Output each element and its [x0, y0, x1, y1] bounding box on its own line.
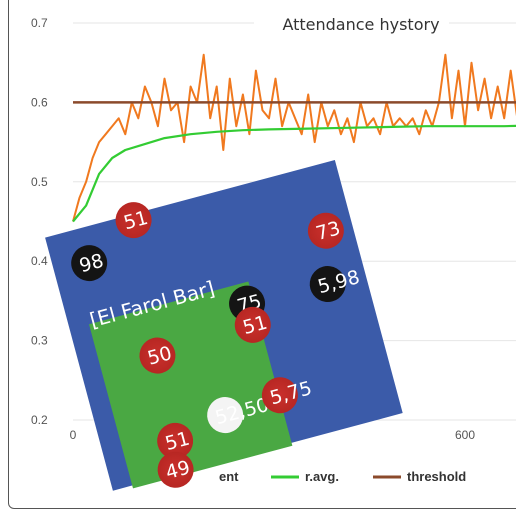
title-background — [254, 9, 449, 37]
agent-label: 5,98 — [315, 266, 363, 299]
agent-label: 50 — [145, 342, 175, 370]
x-tick-label: 600 — [455, 428, 475, 442]
chart-title: Attendance hystory — [282, 15, 439, 34]
agent-label: 5,75 — [267, 377, 315, 410]
legend[interactable]: ent r.avg. threshold — [219, 469, 466, 484]
y-tick-label: 0.5 — [31, 175, 48, 189]
agent[interactable]: 73 — [303, 208, 348, 253]
agent-label: 98 — [76, 249, 106, 278]
agent-label: 51 — [121, 206, 151, 235]
legend-threshold-label[interactable]: threshold — [407, 469, 466, 484]
y-tick-label: 0.6 — [31, 95, 48, 109]
y-tick-label: 0.7 — [31, 16, 48, 30]
legend-attendance-label[interactable]: ent — [219, 469, 239, 484]
agent-label: 51 — [240, 311, 270, 340]
y-tick-label: 0.3 — [31, 334, 48, 348]
y-tick-label: 0.2 — [31, 413, 48, 427]
x-axis-ticks: 0 600 — [70, 428, 476, 442]
series-group — [72, 53, 516, 223]
x-tick-label: 0 — [70, 428, 77, 442]
y-axis-ticks: 0.7 0.6 0.5 0.4 0.3 0.2 — [31, 16, 48, 427]
y-tick-label: 0.4 — [31, 254, 48, 268]
attendance-chart: Attendance hystory 0.7 0.6 0.5 0.4 0.3 0.2 0 6… — [31, 9, 516, 484]
agent[interactable]: 98 — [67, 241, 112, 286]
legend-ravg-label[interactable]: r.avg. — [305, 469, 339, 484]
ravg-line — [72, 124, 516, 223]
agent[interactable]: 5,98 — [305, 262, 362, 307]
agent-label: 73 — [313, 217, 343, 245]
agent-label: 49 — [163, 456, 193, 484]
